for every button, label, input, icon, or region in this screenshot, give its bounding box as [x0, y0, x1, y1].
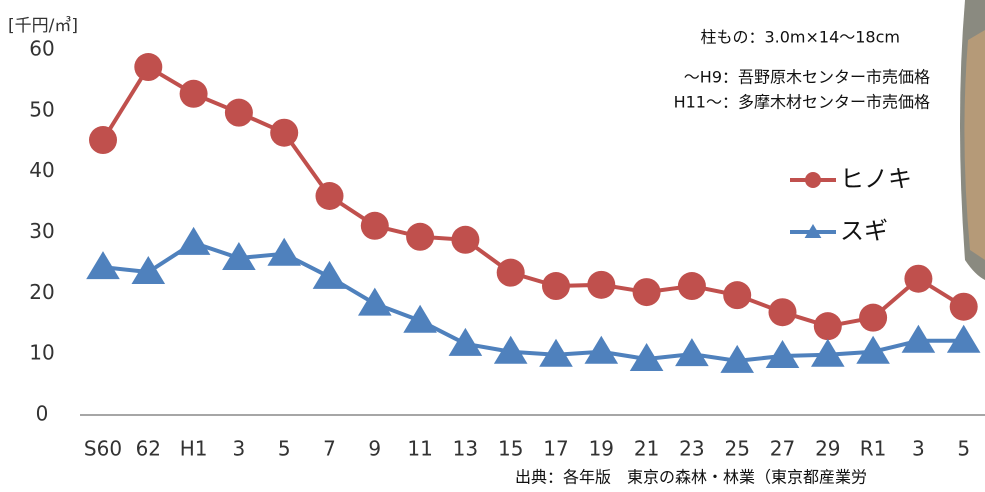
marker	[769, 298, 797, 326]
marker	[678, 272, 706, 300]
marker	[633, 278, 661, 306]
marker	[904, 265, 932, 293]
x-tick-label: 29	[815, 437, 840, 461]
x-tick-label: 13	[453, 437, 478, 461]
x-tick-label: H1	[180, 437, 208, 461]
marker	[587, 271, 615, 299]
marker	[859, 304, 887, 332]
x-tick-label: 62	[136, 437, 161, 461]
y-tick-label: 10	[29, 341, 54, 365]
marker	[585, 336, 619, 364]
chart: [千円/㎥] 柱もの：3.0m×14～18cm ～H9：吾野原木センター市売価格…	[0, 0, 985, 488]
x-tick-label: 3	[233, 437, 246, 461]
marker	[86, 251, 120, 279]
annotation: ～H9：吾野原木センター市売価格	[684, 68, 930, 87]
y-tick-label: 40	[29, 158, 54, 182]
marker	[542, 272, 570, 300]
marker	[497, 259, 525, 287]
y-tick-label: 60	[29, 37, 54, 61]
marker	[451, 226, 479, 254]
marker	[225, 99, 253, 127]
marker	[270, 119, 298, 147]
legend-label: スギ	[840, 217, 888, 245]
x-tick-label: 9	[368, 437, 381, 461]
marker	[180, 80, 208, 108]
legend-label: ヒノキ	[840, 165, 912, 193]
marker	[361, 212, 389, 240]
y-axis-label: [千円/㎥]	[8, 16, 78, 36]
marker	[950, 293, 978, 321]
marker	[723, 281, 751, 309]
legend-marker	[805, 172, 821, 188]
annotation: H11～：多摩木材センター市売価格	[674, 93, 930, 112]
marker	[449, 328, 483, 356]
marker	[177, 227, 211, 255]
x-tick-label: 5	[957, 437, 970, 461]
x-tick-label: S60	[84, 437, 122, 461]
source: 出典：各年版 東京の森林・林業（東京都産業労	[515, 468, 867, 487]
x-tick-label: 23	[679, 437, 704, 461]
marker	[406, 223, 434, 251]
x-tick-label: 11	[407, 437, 432, 461]
x-tick-label: 7	[323, 437, 336, 461]
y-tick-label: 50	[29, 97, 54, 121]
marker	[403, 305, 437, 333]
marker	[814, 312, 842, 340]
x-tick-label: 5	[278, 437, 291, 461]
x-tick-label: 21	[634, 437, 659, 461]
x-tick-label: 15	[498, 437, 523, 461]
marker	[267, 238, 301, 266]
y-tick-label: 20	[29, 280, 54, 304]
x-tick-label: 19	[589, 437, 614, 461]
annotation: 柱もの：3.0m×14～18cm	[700, 28, 900, 47]
x-tick-label: R1	[860, 437, 887, 461]
marker	[89, 126, 117, 154]
x-tick-label: 3	[912, 437, 925, 461]
y-tick-label: 30	[29, 219, 54, 243]
x-tick-label: 25	[724, 437, 749, 461]
marker	[316, 182, 344, 210]
marker	[134, 53, 162, 81]
x-tick-label: 17	[543, 437, 568, 461]
marker	[313, 261, 347, 289]
marker	[358, 288, 392, 316]
x-tick-label: 27	[770, 437, 795, 461]
y-tick-label: 0	[36, 402, 49, 426]
marker	[675, 338, 709, 366]
